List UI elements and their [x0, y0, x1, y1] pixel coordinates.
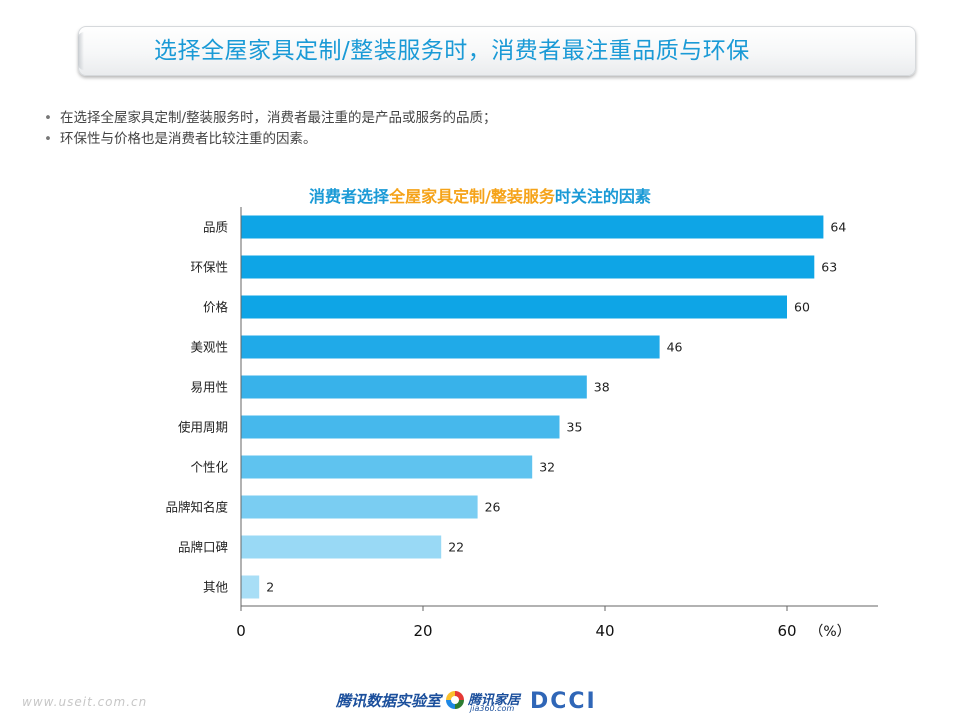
title-banner-edge	[78, 32, 84, 70]
category-label: 其他	[203, 580, 229, 595]
bar-6	[241, 415, 560, 439]
x-tick-label: 20	[413, 622, 432, 640]
x-tick-label: 40	[595, 622, 614, 640]
bar-3	[241, 295, 787, 319]
partner-circle-icon	[446, 691, 464, 709]
bullet-item: 环保性与价格也是消费者比较注重的因素。	[44, 129, 497, 150]
bar-4	[241, 335, 660, 359]
bar-8	[241, 495, 478, 519]
x-tick-label: 60	[777, 622, 796, 640]
footer-url: www.useit.com.cn	[22, 695, 148, 709]
category-label: 价格	[203, 300, 229, 315]
data-label: 64	[830, 220, 846, 235]
title-banner: 选择全屋家具定制/整装服务时，消费者最注重品质与环保	[78, 26, 916, 76]
data-label: 22	[448, 540, 464, 555]
bar-1	[241, 215, 824, 239]
category-label: 环保性	[190, 260, 228, 275]
bar-9	[241, 535, 442, 559]
category-label: 易用性	[190, 380, 228, 395]
data-label: 32	[539, 460, 555, 475]
chart-title-part2: 全屋家具定制/整装服务	[389, 187, 555, 206]
bullet-item: 在选择全屋家具定制/整装服务时，消费者最注重的是产品或服务的品质；	[44, 108, 497, 129]
category-label: 品牌知名度	[165, 500, 228, 515]
x-unit-label: （%）	[809, 624, 850, 640]
data-label: 38	[594, 380, 610, 395]
footer-brand-logo: 腾讯数据实验室	[336, 692, 442, 710]
partner-logo-sub: jia360.com	[470, 704, 515, 713]
data-label: 46	[667, 340, 683, 355]
bar-10	[241, 575, 260, 599]
category-label: 品牌口碑	[178, 540, 228, 555]
footer-dcci-logo: DCCI	[530, 689, 597, 714]
bar-2	[241, 255, 815, 279]
summary-bullets: 在选择全屋家具定制/整装服务时，消费者最注重的是产品或服务的品质； 环保性与价格…	[44, 108, 497, 150]
partner-logo-name: 腾讯家居	[468, 693, 521, 708]
chart-title-part3: 时关注的因素	[554, 187, 651, 206]
category-label: 个性化	[190, 460, 228, 475]
chart-title-part1: 消费者选择	[309, 187, 390, 206]
footer-partner-logo: 腾讯家居 jia360.com	[446, 688, 526, 714]
page-title: 选择全屋家具定制/整装服务时，消费者最注重品质与环保	[154, 38, 750, 64]
chart-title: 消费者选择全屋家具定制/整装服务时关注的因素	[0, 183, 960, 207]
x-tick-label: 0	[236, 622, 246, 640]
category-label: 美观性	[190, 340, 228, 355]
data-label: 2	[266, 580, 274, 595]
data-label: 26	[485, 500, 501, 515]
data-label: 63	[821, 260, 837, 275]
data-label: 60	[794, 300, 810, 315]
bar-7	[241, 455, 533, 479]
category-label: 使用周期	[178, 420, 228, 435]
category-label: 品质	[203, 220, 228, 235]
data-label: 35	[567, 420, 583, 435]
bar-5	[241, 375, 587, 399]
